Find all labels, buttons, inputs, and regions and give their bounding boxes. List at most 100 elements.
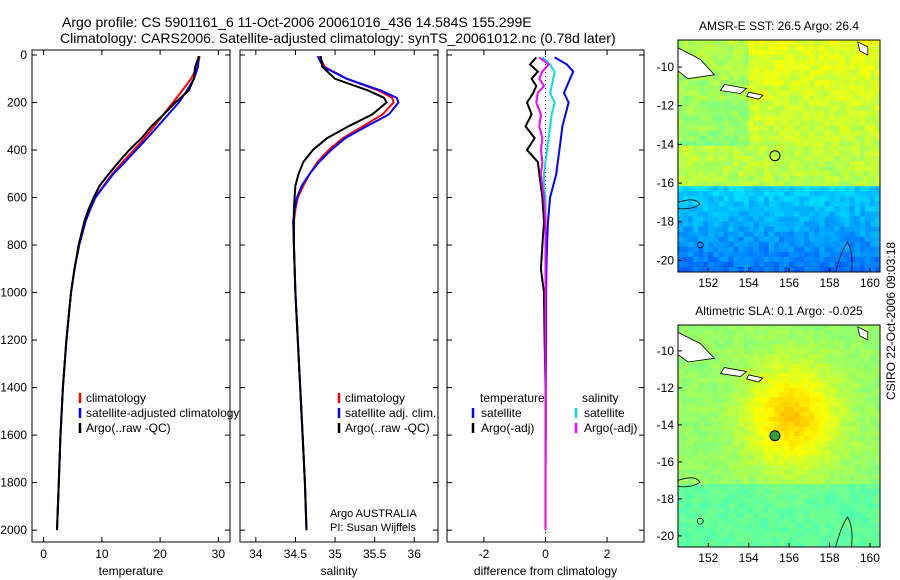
sla-cell [733, 349, 739, 355]
sst-cell [683, 40, 689, 46]
sst-cell [753, 150, 760, 157]
sst-cell [763, 95, 770, 101]
sla-cell [869, 493, 876, 500]
sst-cell [819, 150, 825, 157]
sst-cell [708, 125, 714, 132]
sla-cell [728, 479, 734, 485]
sla-cell [713, 489, 719, 495]
sla-cell [834, 344, 840, 350]
sla-cell [728, 411, 734, 418]
sst-cell [723, 150, 729, 157]
sla-cell [713, 508, 719, 514]
sst-cell [869, 75, 876, 81]
sst-cell [698, 166, 704, 172]
salinity-xtick-label: 34 [249, 547, 263, 561]
sst-cell [834, 135, 840, 142]
sla-cell [824, 527, 830, 533]
sla-cell [874, 440, 881, 447]
sst-cell [718, 50, 724, 56]
sla-cell [824, 489, 830, 495]
sla-cell [864, 513, 871, 519]
sla-cell [869, 373, 876, 379]
sst-cell [758, 161, 765, 167]
sst-cell [713, 100, 719, 106]
sst-cell [698, 95, 704, 101]
sst-cell [743, 206, 750, 212]
sla-cell [854, 440, 861, 447]
sst-cell [784, 100, 790, 106]
sla-cell [854, 416, 861, 422]
sla-cell [768, 382, 775, 389]
sla-cell [693, 397, 699, 403]
sst-cell [773, 226, 780, 233]
sla-cell [789, 460, 795, 466]
sla-cell [703, 489, 709, 495]
sst-cell [849, 156, 856, 162]
sst-cell [844, 150, 851, 157]
sla-cell [859, 436, 866, 442]
sla-cell [794, 464, 800, 471]
sst-cell [834, 236, 840, 243]
sst-cell [849, 166, 856, 172]
sst-cell [799, 140, 805, 147]
sst-cell [718, 65, 724, 71]
sla-cell [784, 387, 790, 393]
sla-cell [794, 407, 800, 413]
sla-cell [809, 325, 815, 331]
sla-cell [708, 421, 714, 427]
sla-cell [829, 426, 835, 432]
sst-cell [779, 191, 785, 197]
sst-cell [713, 140, 719, 147]
sla-cell [814, 407, 820, 413]
sst-cell [869, 261, 876, 268]
sla-cell [708, 339, 714, 345]
sla-cell [678, 522, 684, 529]
sst-cell [713, 95, 719, 101]
sla-cell [869, 450, 876, 456]
sst-cell [743, 45, 750, 51]
sst-cell [804, 125, 810, 132]
sst-cell [799, 176, 805, 182]
sst-cell [819, 261, 825, 268]
sst-cell [859, 120, 866, 127]
sst-cell [869, 135, 876, 142]
sla-cell [794, 421, 800, 427]
sst-cell [799, 150, 805, 157]
sst-cell [718, 241, 724, 248]
sst-cell [789, 95, 795, 101]
sla-cell [869, 518, 876, 524]
sst-cell [753, 236, 760, 243]
sst-cell [809, 110, 815, 117]
sla-cell [844, 469, 851, 476]
sla-cell [829, 407, 835, 413]
sla-cell [738, 325, 745, 331]
sla-cell [819, 489, 825, 495]
sla-cell [844, 527, 851, 533]
sst-cell [834, 186, 840, 192]
sst-cell [718, 191, 724, 197]
sla-cell [859, 382, 866, 389]
sst-cell [728, 161, 734, 167]
sla-cell [854, 378, 861, 384]
sla-cell [779, 508, 785, 514]
sla-cell [864, 416, 871, 422]
sst-cell [869, 100, 876, 106]
sla-cell [799, 339, 805, 345]
sla-cell [743, 436, 750, 442]
sst-cell [804, 135, 810, 142]
sla-cell [824, 464, 830, 471]
sla-cell [693, 368, 699, 374]
sla-cell [693, 363, 699, 369]
sla-cell [708, 518, 714, 524]
sla-cell [854, 421, 861, 427]
sla-cell [839, 436, 846, 442]
sla-cell [859, 503, 866, 509]
sla-cell [773, 373, 780, 379]
sst-cell [728, 241, 734, 248]
sla-cell [784, 450, 790, 456]
sla-cell [794, 411, 800, 418]
sla-cell [748, 397, 755, 403]
salinity-panel: 34 34.5 35 35.5 36salinityclimatologysatelli… [239, 49, 439, 578]
sla-cell [789, 445, 795, 451]
sla-cell [713, 378, 719, 384]
